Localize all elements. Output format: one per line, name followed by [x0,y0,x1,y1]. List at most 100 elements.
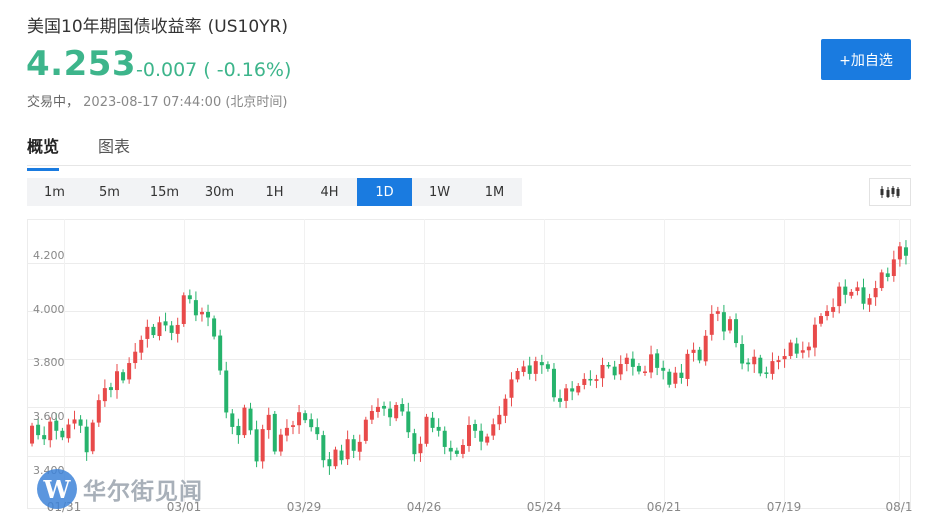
candle-body [345,439,350,460]
candle-body [121,372,126,381]
candle-body [169,325,174,333]
candle-body [430,417,435,428]
candle-body [199,311,204,315]
candle-body [309,419,314,428]
y-tick-label: 3.800 [33,356,65,369]
period-1h[interactable]: 1H [265,184,284,200]
candle-body [740,343,745,364]
candle-body [485,436,490,443]
add-to-watchlist-button[interactable]: +加自选 [821,39,911,80]
price-change: -0.007 ( -0.16%) [136,59,292,81]
candle-body [284,427,289,436]
candle-body [473,424,478,431]
candle-body [758,357,763,374]
tab-bar: 概览 图表 [27,127,911,171]
candle-body [794,343,799,354]
candle-body [291,425,295,427]
period-1d[interactable]: 1D [357,178,412,206]
period-1mo[interactable]: 1M [484,184,505,200]
candle-body [800,350,805,353]
candle-body [697,349,702,361]
candle-body [649,354,654,373]
candle-body [327,459,332,467]
candle-body [746,362,751,365]
candle-body [545,364,550,369]
candle-body [424,416,429,444]
y-tick-label: 4.000 [33,303,65,316]
candle-body [206,311,211,318]
market-status: 交易中， 2023-08-17 07:44:00 (北京时间) [27,91,288,110]
candle-body [727,319,732,331]
instrument-symbol: (US10YR) [207,17,288,37]
candle-body [600,364,605,379]
period-1w[interactable]: 1W [428,184,451,200]
period-15m[interactable]: 15m [149,184,180,200]
candle-body [673,372,678,384]
candle-body [60,430,65,438]
candle-body [527,365,532,374]
candle-body [278,434,283,452]
candle-body [539,362,544,366]
period-4h[interactable]: 4H [320,184,339,200]
candle-body [321,435,326,461]
tab-chart[interactable]: 图表 [98,137,131,156]
candle-body [102,388,107,402]
candle-body [436,426,441,431]
watermark-logo: W [37,469,77,509]
candle-body [503,398,508,416]
candle-body [703,335,708,362]
candle-body [369,411,374,420]
candle-body [825,310,830,317]
candle-body [685,353,690,379]
candle-body [897,246,902,260]
candle-body [66,424,71,439]
candle-body [187,295,192,300]
candle-body [315,427,320,435]
candle-body [30,425,35,444]
candle-body [193,300,198,316]
y-tick-label: 3.600 [33,410,65,423]
chart-type-button[interactable] [869,178,911,206]
candle-body [879,272,884,289]
candle-body [643,371,647,373]
price-chart[interactable]: 4.200 4.000 3.800 3.600 3.400 01/31 03/0… [27,219,912,530]
candle-body [636,365,641,372]
candle-body [776,360,781,363]
candle-body [448,447,453,452]
candle-body [734,319,739,344]
instrument-name: 美国10年期国债收益率 [27,17,202,37]
period-1m[interactable]: 1m [44,184,65,200]
candle-body [861,287,866,304]
candle-body [752,356,757,365]
watermark-text: 华尔街见闻 [83,479,203,505]
candle-body [236,425,241,436]
candle-body [709,313,714,335]
candle-body [36,424,41,436]
candle-body [254,429,259,462]
candle-body [163,321,168,326]
candle-body [212,318,217,337]
candle-body [90,422,95,452]
period-30m[interactable]: 30m [204,184,235,200]
candle-body [224,370,229,413]
candle-body [303,413,308,421]
candle-body [819,316,823,324]
candle-body [375,406,380,412]
candle-body [576,385,581,393]
period-5m[interactable]: 5m [99,184,120,200]
candle-body [157,322,162,337]
candle-body [467,424,471,446]
candle-body [42,435,47,440]
chart-frame [27,219,911,509]
candle-body [564,388,569,401]
trading-status: 交易中， [27,95,80,110]
candle-body [667,371,672,385]
x-tick-label: 04/26 [406,500,442,514]
candle-body [715,311,720,314]
instrument-title: 美国10年期国债收益率 (US10YR) [27,12,288,37]
current-price: 4.253 [26,44,137,84]
tab-overview[interactable]: 概览 [27,133,60,171]
candle-body [509,379,514,398]
candle-body [96,400,101,423]
candle-body [855,287,860,291]
